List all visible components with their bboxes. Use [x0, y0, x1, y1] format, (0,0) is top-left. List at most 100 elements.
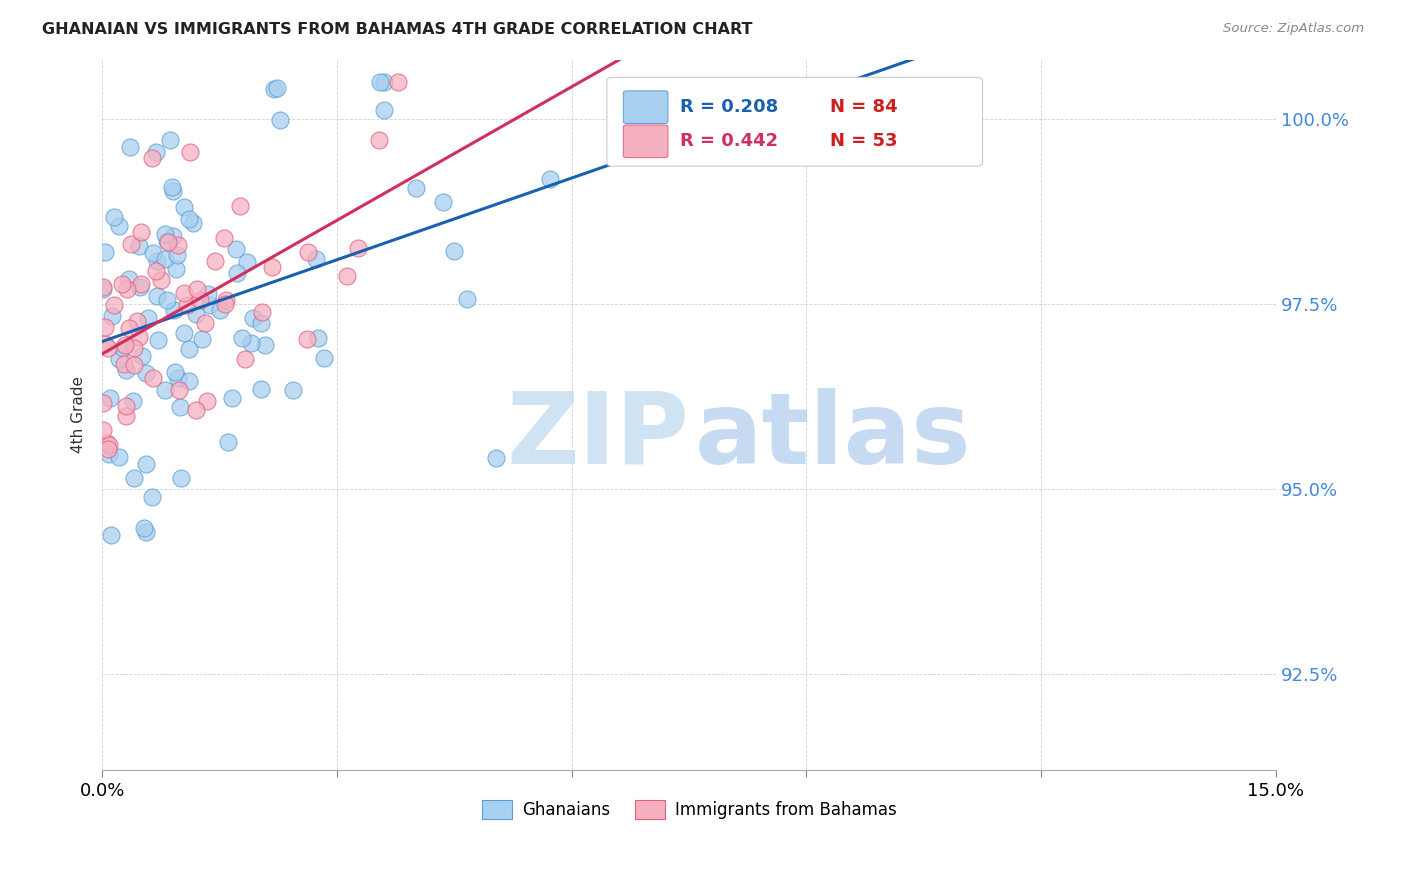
Text: R = 0.208: R = 0.208 [679, 98, 778, 116]
Point [91, 280, 114, 294]
Point [159, 133, 181, 147]
Point [179, 374, 201, 388]
Point [204, 254, 226, 268]
Point [162, 228, 184, 243]
Point [96, 435, 118, 450]
Point [100, 528, 122, 542]
Point [153, 252, 176, 266]
Point [184, 307, 207, 321]
Point [297, 244, 319, 259]
Point [198, 298, 221, 312]
Point [170, 471, 193, 485]
Point [91, 282, 114, 296]
Point [103, 298, 125, 312]
Point [103, 210, 125, 224]
Point [156, 293, 179, 307]
Point [229, 199, 252, 213]
Point [484, 450, 506, 465]
Point [122, 341, 145, 355]
FancyBboxPatch shape [623, 91, 668, 123]
Point [149, 272, 172, 286]
Point [129, 277, 152, 291]
Point [112, 341, 135, 355]
Point [262, 260, 284, 274]
Point [135, 457, 157, 471]
Point [108, 219, 131, 234]
Text: Source: ZipAtlas.com: Source: ZipAtlas.com [1223, 22, 1364, 36]
Point [233, 352, 256, 367]
Point [108, 352, 131, 367]
Point [177, 211, 200, 226]
Point [156, 234, 179, 248]
FancyBboxPatch shape [607, 78, 983, 166]
Point [193, 316, 215, 330]
Point [242, 310, 264, 325]
Point [97, 442, 120, 456]
Point [114, 357, 136, 371]
Point [179, 342, 201, 356]
Point [97, 438, 120, 452]
Point [209, 303, 232, 318]
Point [156, 235, 179, 250]
Text: N = 84: N = 84 [830, 98, 897, 116]
Point [98, 391, 121, 405]
Point [97, 341, 120, 355]
Point [128, 239, 150, 253]
Point [221, 392, 243, 406]
Point [94, 245, 117, 260]
Point [231, 331, 253, 345]
Point [135, 525, 157, 540]
Point [114, 409, 136, 424]
Point [225, 242, 247, 256]
Point [432, 194, 454, 209]
Point [118, 272, 141, 286]
Y-axis label: 4th Grade: 4th Grade [72, 376, 86, 453]
Point [373, 75, 395, 89]
Point [456, 292, 478, 306]
Point [405, 181, 427, 195]
Point [111, 277, 134, 291]
Point [165, 262, 187, 277]
Point [191, 332, 214, 346]
Point [197, 393, 219, 408]
Point [165, 365, 187, 379]
Point [173, 200, 195, 214]
Point [250, 316, 273, 330]
Point [141, 370, 163, 384]
Point [336, 268, 359, 283]
Point [153, 227, 176, 242]
Point [186, 282, 208, 296]
Point [184, 403, 207, 417]
FancyBboxPatch shape [623, 125, 668, 158]
Point [134, 521, 156, 535]
Point [226, 266, 249, 280]
Point [443, 244, 465, 258]
Point [91, 423, 114, 437]
Point [387, 75, 409, 89]
Point [167, 371, 190, 385]
Point [173, 326, 195, 340]
Point [114, 363, 136, 377]
Point [283, 383, 305, 397]
Point [250, 304, 273, 318]
Text: ZIP: ZIP [506, 388, 689, 484]
Point [307, 331, 329, 345]
Point [214, 297, 236, 311]
Point [347, 241, 370, 255]
Point [176, 297, 198, 311]
Point [148, 333, 170, 347]
Point [131, 225, 153, 239]
Point [115, 399, 138, 413]
Point [254, 337, 277, 351]
Text: N = 53: N = 53 [830, 132, 897, 150]
Point [538, 172, 561, 186]
Point [114, 338, 136, 352]
Point [162, 184, 184, 198]
Point [188, 293, 211, 307]
Point [141, 151, 163, 165]
Point [122, 471, 145, 485]
Point [153, 384, 176, 398]
Point [97, 447, 120, 461]
Point [269, 112, 291, 127]
Point [197, 287, 219, 301]
